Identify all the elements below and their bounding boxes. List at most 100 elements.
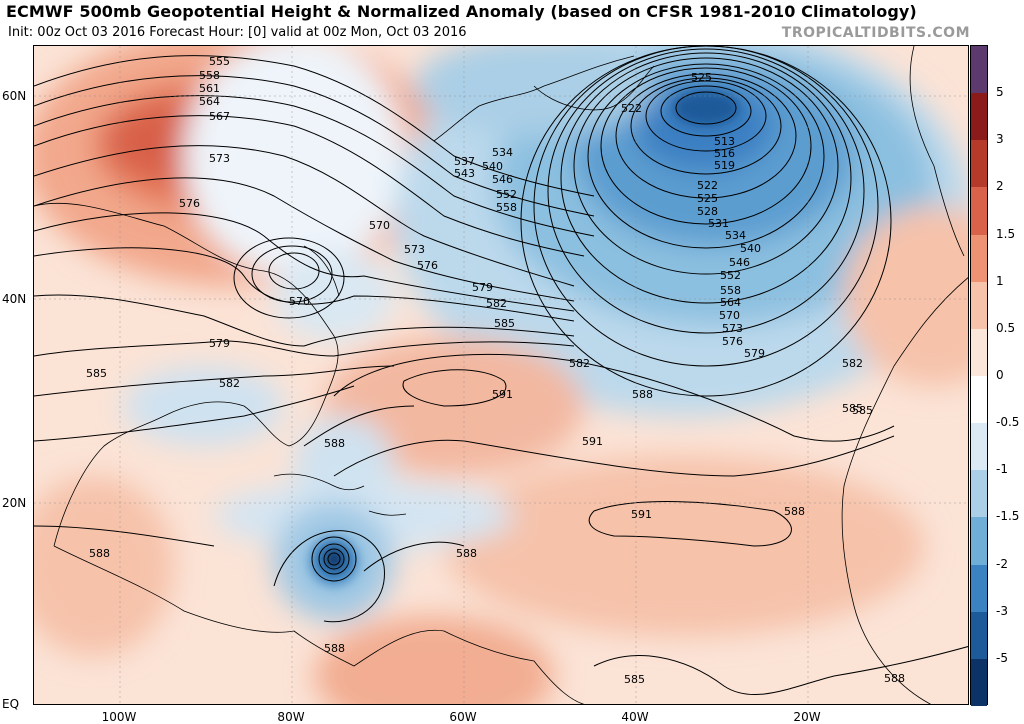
contour-label: 582 bbox=[842, 357, 863, 370]
lat-label-40n: 40N bbox=[2, 292, 27, 306]
colorbar-segment bbox=[971, 140, 987, 188]
contour-label: 588 bbox=[884, 672, 905, 685]
contour-label: 588 bbox=[89, 547, 110, 560]
contour-label: 564 bbox=[720, 296, 741, 309]
contour-label: 525 bbox=[691, 71, 712, 84]
contour-labels: 5555585615645675735765705735765795825855… bbox=[86, 55, 905, 686]
contour-label: 543 bbox=[454, 167, 475, 180]
colorbar-tick-label: 5 bbox=[996, 85, 1004, 100]
contour-label: 513 bbox=[714, 135, 735, 148]
contour-label: 579 bbox=[744, 347, 765, 360]
contour-label: 540 bbox=[482, 160, 503, 173]
lon-label-100w: 100W bbox=[101, 710, 137, 724]
colorbar-tick-label: -2 bbox=[996, 556, 1008, 571]
contour-label: 573 bbox=[722, 322, 743, 335]
graticule bbox=[34, 46, 968, 704]
colorbar-tick-label: 1.5 bbox=[996, 226, 1016, 241]
colorbar-tick-label: 0 bbox=[996, 368, 1004, 382]
lon-label-60w: 60W bbox=[449, 710, 477, 724]
colorbar bbox=[970, 45, 988, 707]
contour-label: 582 bbox=[569, 357, 590, 370]
contour-label: 537 bbox=[454, 155, 475, 168]
colorbar-segment bbox=[971, 281, 987, 330]
colorbar-segment bbox=[971, 46, 987, 94]
colorbar-segment bbox=[971, 187, 987, 236]
colorbar-tick-label: -0.5 bbox=[996, 415, 1020, 430]
contour-label: 588 bbox=[324, 437, 345, 450]
contour-label: 585 bbox=[86, 367, 107, 380]
anomaly-map: 5555585615645675735765705735765795825855… bbox=[34, 46, 968, 704]
contour-label: 519 bbox=[714, 159, 735, 172]
anomaly-shading bbox=[34, 46, 968, 704]
contour-label: 567 bbox=[209, 110, 230, 123]
contour-label: 588 bbox=[324, 642, 345, 655]
colorbar-segment bbox=[971, 564, 987, 613]
colorbar-tick-label: 0.5 bbox=[996, 320, 1016, 335]
contour-label: 588 bbox=[456, 547, 477, 560]
contour-label: 573 bbox=[209, 152, 230, 165]
colorbar-segment bbox=[971, 517, 987, 566]
contour-label: 528 bbox=[697, 205, 718, 218]
colorbar-tick-label: -3 bbox=[996, 603, 1008, 618]
map-panel: 555 558 561 564 567 573 576 570 573 576 579 582 585 5… bbox=[33, 45, 969, 705]
contour-label: 534 bbox=[492, 146, 513, 159]
contour-label: 585 bbox=[494, 317, 515, 330]
colorbar-tick-label: -1 bbox=[996, 462, 1008, 477]
contour-label: 516 bbox=[714, 147, 735, 160]
contour-label: 558 bbox=[199, 69, 220, 82]
contour-label: 576 bbox=[722, 335, 743, 348]
contour-label: 522 bbox=[621, 102, 642, 115]
colorbar-tick-label: 1 bbox=[996, 273, 1004, 288]
contour-label: 591 bbox=[631, 508, 652, 521]
contour-label: 558 bbox=[496, 201, 517, 214]
contour-label: 552 bbox=[720, 269, 741, 282]
contour-label: 582 bbox=[486, 297, 507, 310]
contour-label: 570 bbox=[369, 219, 390, 232]
contour-label: 588 bbox=[784, 505, 805, 518]
lon-label-20w: 20W bbox=[793, 710, 821, 724]
lon-label-80w: 80W bbox=[277, 710, 305, 724]
brand-watermark: TROPICALTIDBITS.COM bbox=[781, 25, 970, 41]
contour-label: 588 bbox=[632, 388, 653, 401]
contour-label: 576 bbox=[179, 197, 200, 210]
colorbar-tick-label: 2 bbox=[996, 179, 1004, 194]
lat-label-eq: EQ bbox=[2, 697, 20, 711]
contour-label: 591 bbox=[492, 388, 513, 401]
contour-label: 522 bbox=[697, 179, 718, 192]
colorbar-tick-label: 3 bbox=[996, 132, 1004, 147]
lat-label-60n: 60N bbox=[2, 89, 27, 103]
contour-label: 546 bbox=[729, 256, 750, 269]
contour-label: 540 bbox=[740, 242, 761, 255]
contour-label: 591 bbox=[582, 435, 603, 448]
colorbar-segment bbox=[971, 234, 987, 283]
colorbar-segment bbox=[971, 423, 987, 471]
lon-label-40w: 40W bbox=[621, 710, 649, 724]
colorbar-segment bbox=[971, 93, 987, 141]
contour-label: 534 bbox=[725, 229, 746, 242]
colorbar-segment bbox=[971, 328, 987, 377]
contour-label: 573 bbox=[404, 243, 425, 256]
contour-label: 582 bbox=[219, 377, 240, 390]
contour-label: 576 bbox=[417, 259, 438, 272]
colorbar-segment bbox=[971, 658, 987, 707]
contour-label: 579 bbox=[209, 337, 230, 350]
colorbar-segment bbox=[971, 376, 987, 424]
contour-label: 525 bbox=[697, 192, 718, 205]
contour-label: 570 bbox=[719, 309, 740, 322]
colorbar-tick-label: -1.5 bbox=[996, 509, 1020, 524]
colorbar-segment bbox=[971, 611, 987, 660]
map-subtitle: Init: 00z Oct 03 2016 Forecast Hour: [0]… bbox=[8, 25, 467, 40]
contour-label: 585 bbox=[842, 402, 863, 415]
contour-label: 570 bbox=[289, 295, 310, 308]
colorbar-tick-label: -5 bbox=[996, 650, 1008, 665]
contour-label: 585 bbox=[852, 404, 873, 417]
contour-label: 552 bbox=[496, 188, 517, 201]
lat-label-20n: 20N bbox=[2, 496, 27, 510]
contour-label: 546 bbox=[492, 173, 513, 186]
height-contours bbox=[34, 46, 968, 696]
map-title: ECMWF 500mb Geopotential Height & Normal… bbox=[6, 2, 917, 21]
contour-label: 585 bbox=[624, 673, 645, 686]
contour-label: 564 bbox=[199, 95, 220, 108]
contour-label: 561 bbox=[199, 82, 220, 95]
contour-label: 558 bbox=[720, 284, 741, 297]
